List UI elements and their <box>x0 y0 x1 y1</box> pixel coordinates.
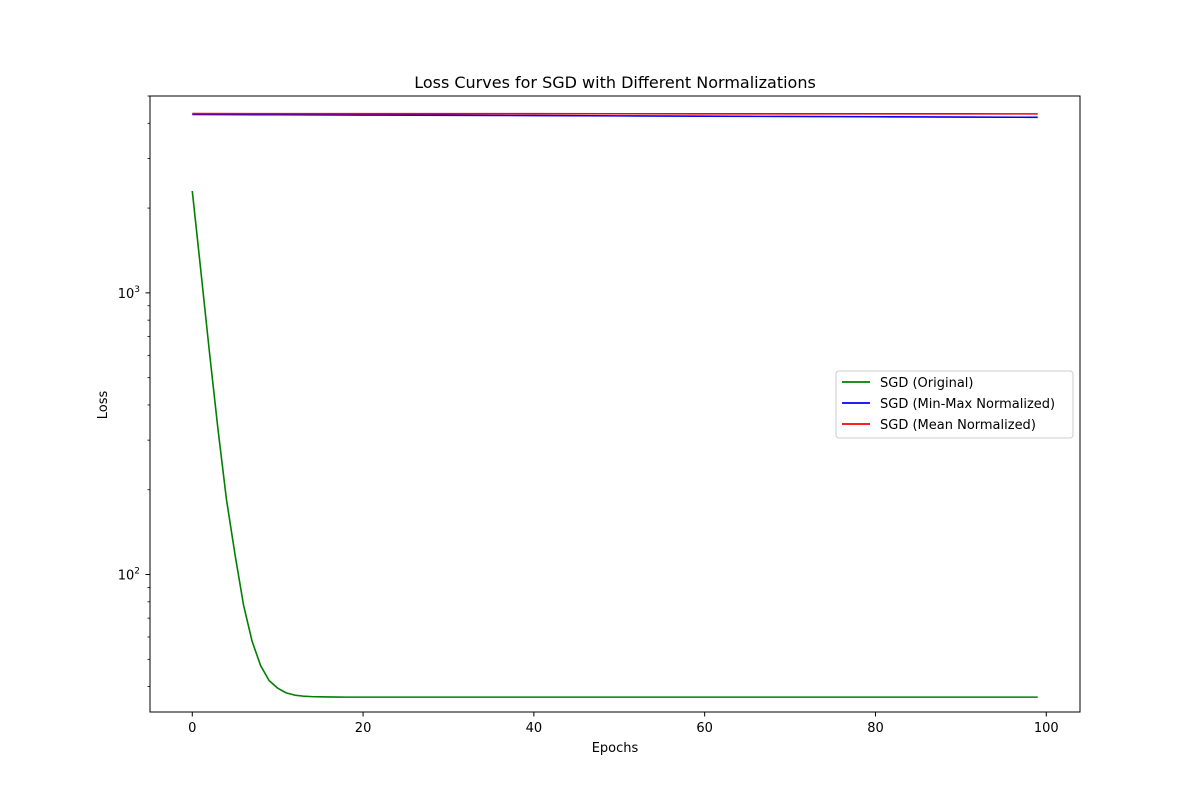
series-group <box>191 112 1038 698</box>
x-tick-label: 60 <box>696 721 713 736</box>
y-tick-label: 102 <box>118 567 140 584</box>
x-tick-label: 20 <box>355 721 372 736</box>
x-tick-label: 100 <box>1034 721 1059 736</box>
x-tick-label: 0 <box>188 721 196 736</box>
x-axis-label: Epochs <box>592 741 639 756</box>
legend-box <box>835 370 1074 439</box>
legend-label-0: SGD (Original) <box>880 376 973 391</box>
x-tick-label: 40 <box>526 721 543 736</box>
plot-area: 0 20 40 60 80 100 102 103 SGD (Original) SGD (Min… <box>118 95 1081 736</box>
legend-label-2: SGD (Mean Normalized) <box>880 418 1036 433</box>
y-tick-label: 103 <box>118 285 140 302</box>
axes-frame <box>149 95 1081 713</box>
series-line-0 <box>191 190 1038 698</box>
legend-label-1: SGD (Min-Max Normalized) <box>880 397 1055 412</box>
y-axis-label: Loss <box>96 391 111 420</box>
x-tick-label: 80 <box>867 721 884 736</box>
series-line-1 <box>192 113 1038 119</box>
chart-title: Loss Curves for SGD with Different Norma… <box>414 73 816 92</box>
